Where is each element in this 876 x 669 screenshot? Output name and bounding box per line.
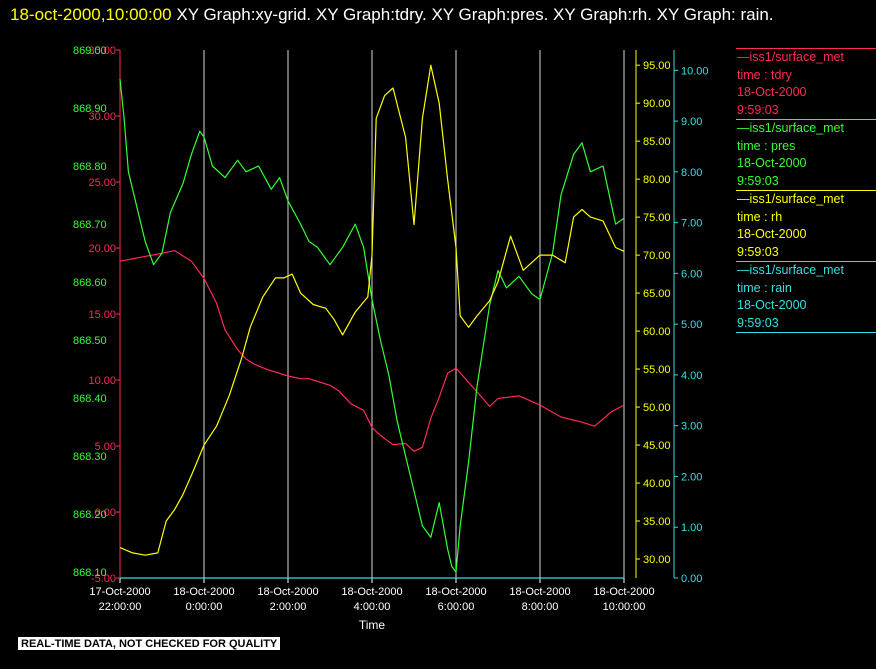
x-tick-time: 4:00:00 <box>354 601 391 613</box>
x-tick-date: 18-Oct-2000 <box>509 586 570 598</box>
x-tick-date: 18-Oct-2000 <box>257 586 318 598</box>
legend-time: 9:59:03 <box>737 244 779 259</box>
legend-date: 18-Oct-2000 <box>737 227 807 241</box>
x-tick-date: 18-Oct-2000 <box>425 586 486 598</box>
series-line-pres <box>119 78 625 573</box>
legend-source: —iss1/surface_met <box>737 263 844 277</box>
y-tick-label-rh: 35.00 <box>643 516 671 528</box>
y-tick-label-tdry: 15.00 <box>88 309 116 321</box>
legend-end-rule <box>736 332 876 333</box>
legend-source: —iss1/surface_met <box>737 50 844 64</box>
y-tick-label-tdry: 0.00 <box>95 507 116 519</box>
legend-date: 18-Oct-2000 <box>737 298 807 312</box>
x-tick-time: 2:00:00 <box>270 601 307 613</box>
y-tick-label-tdry: 20.00 <box>88 243 116 255</box>
x-tick-time: 10:00:00 <box>603 601 646 613</box>
y-tick-label-tdry: 35.00 <box>88 45 116 57</box>
y-tick-label-pres: 869.00 <box>73 45 107 57</box>
y-tick-label-tdry: 25.00 <box>88 177 116 189</box>
y-tick-label-pres: 868.10 <box>73 567 107 579</box>
chart-title: 18-oct-2000,10:00:00 XY Graph:xy-grid. X… <box>10 2 870 28</box>
x-tick-date: 18-Oct-2000 <box>593 586 654 598</box>
y-tick-label-rain: 1.00 <box>681 522 702 534</box>
y-tick-label-rain: 2.00 <box>681 471 702 483</box>
y-tick-label-tdry: -5.00 <box>91 573 116 585</box>
x-tick-date: 17-Oct-2000 <box>89 586 150 598</box>
y-tick-label-pres: 868.80 <box>73 161 107 173</box>
legend-date: 18-Oct-2000 <box>737 85 807 99</box>
legend-time: 9:59:03 <box>737 102 779 117</box>
legend: —iss1/surface_met time : tdry 18-Oct-2000 9… <box>736 48 876 333</box>
y-tick-label-rh: 70.00 <box>643 250 671 262</box>
x-tick-date: 18-Oct-2000 <box>173 586 234 598</box>
y-tick-label-pres: 868.20 <box>73 509 107 521</box>
series-line-tdry <box>119 250 625 452</box>
y-tick-label-rain: 3.00 <box>681 421 702 433</box>
legend-field: time : pres <box>737 138 796 153</box>
y-tick-label-rh: 80.00 <box>643 174 671 186</box>
y-tick-label-rh: 90.00 <box>643 98 671 110</box>
y-tick-label-rh: 75.00 <box>643 212 671 224</box>
x-tick-time: 0:00:00 <box>186 601 223 613</box>
quality-warning-label: REAL-TIME DATA, NOT CHECKED FOR QUALITY <box>18 637 281 650</box>
y-tick-label-rh: 85.00 <box>643 136 671 148</box>
y-tick-label-rain: 6.00 <box>681 268 702 280</box>
y-tick-label-rain: 5.00 <box>681 319 702 331</box>
title-date: 18-oct-2000,10:00:00 <box>10 5 172 24</box>
y-tick-label-tdry: 30.00 <box>88 111 116 123</box>
y-tick-label-rh: 60.00 <box>643 326 671 338</box>
y-tick-label-rh: 65.00 <box>643 288 671 300</box>
y-tick-label-rh: 40.00 <box>643 478 671 490</box>
y-tick-label-pres: 868.70 <box>73 219 107 231</box>
y-tick-label-pres: 868.30 <box>73 451 107 463</box>
legend-field: time : tdry <box>737 67 792 82</box>
legend-source: —iss1/surface_met <box>737 192 844 206</box>
y-tick-label-rh: 50.00 <box>643 402 671 414</box>
series-line-rh <box>119 64 625 556</box>
y-tick-label-tdry: 5.00 <box>95 441 116 453</box>
legend-time: 9:59:03 <box>737 315 779 330</box>
y-tick-label-pres: 868.90 <box>73 103 107 115</box>
x-axis-label: Time <box>359 618 386 632</box>
y-tick-label-rh: 95.00 <box>643 60 671 72</box>
y-tick-label-rh: 30.00 <box>643 554 671 566</box>
legend-time: 9:59:03 <box>737 173 779 188</box>
title-graphs: XY Graph:xy-grid. XY Graph:tdry. XY Grap… <box>176 5 774 24</box>
x-tick-time: 22:00:00 <box>99 601 142 613</box>
legend-field: time : rain <box>737 280 792 295</box>
y-tick-label-rain: 9.00 <box>681 116 702 128</box>
y-tick-label-rain: 4.00 <box>681 370 702 382</box>
y-tick-label-pres: 868.40 <box>73 393 107 405</box>
y-tick-label-rh: 45.00 <box>643 440 671 452</box>
y-tick-label-rain: 7.00 <box>681 218 702 230</box>
y-tick-label-pres: 868.60 <box>73 277 107 289</box>
legend-source: —iss1/surface_met <box>737 121 844 135</box>
x-tick-time: 8:00:00 <box>522 601 559 613</box>
x-tick-date: 18-Oct-2000 <box>341 586 402 598</box>
legend-field: time : rh <box>737 209 783 224</box>
y-tick-label-rain: 0.00 <box>681 573 702 585</box>
y-tick-label-pres: 868.50 <box>73 335 107 347</box>
y-tick-label-tdry: 10.00 <box>88 375 116 387</box>
y-tick-label-rain: 10.00 <box>681 65 709 77</box>
x-tick-time: 6:00:00 <box>438 601 475 613</box>
legend-date: 18-Oct-2000 <box>737 156 807 170</box>
y-tick-label-rain: 8.00 <box>681 167 702 179</box>
y-tick-label-rh: 55.00 <box>643 364 671 376</box>
